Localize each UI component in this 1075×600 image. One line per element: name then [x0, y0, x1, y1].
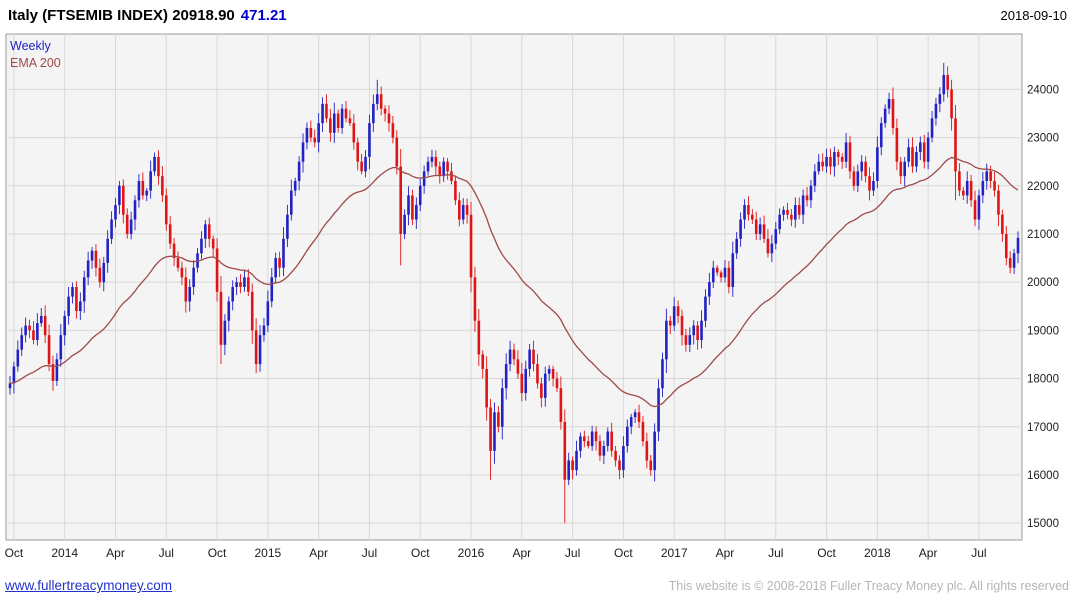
svg-text:2018: 2018	[864, 546, 891, 560]
price-change: 471.21	[240, 7, 287, 24]
svg-text:Oct: Oct	[614, 546, 633, 560]
svg-text:Oct: Oct	[817, 546, 836, 560]
svg-text:Jul: Jul	[971, 546, 986, 560]
svg-text:Apr: Apr	[919, 546, 938, 560]
chart-header: Italy (FTSEMIB INDEX) 20918.90 471.21 201…	[0, 0, 1075, 30]
svg-text:Oct: Oct	[208, 546, 227, 560]
legend-ema-200: EMA 200	[10, 56, 61, 70]
svg-text:Jul: Jul	[362, 546, 377, 560]
legend-weekly: Weekly	[10, 39, 51, 53]
svg-text:Jul: Jul	[768, 546, 783, 560]
svg-text:Apr: Apr	[309, 546, 328, 560]
chart-legend: Weekly EMA 200	[10, 38, 61, 72]
svg-text:Oct: Oct	[5, 546, 24, 560]
svg-text:Apr: Apr	[716, 546, 735, 560]
svg-text:Oct: Oct	[411, 546, 430, 560]
svg-text:23000: 23000	[1027, 133, 1059, 145]
svg-text:2016: 2016	[458, 546, 485, 560]
svg-text:20000: 20000	[1027, 277, 1059, 289]
svg-text:24000: 24000	[1027, 84, 1059, 96]
svg-text:2015: 2015	[255, 546, 282, 560]
svg-text:Apr: Apr	[512, 546, 531, 560]
svg-text:22000: 22000	[1027, 181, 1059, 193]
price-chart[interactable]: 15000 16000 17000 18000 19000 20000 21000 22000…	[0, 30, 1075, 565]
candlestick-chart[interactable]: 15000 16000 17000 18000 19000 20000 21000 22000…	[0, 30, 1075, 565]
last-price: 20918.90	[172, 7, 235, 24]
svg-text:16000: 16000	[1027, 470, 1059, 482]
svg-text:2014: 2014	[51, 546, 78, 560]
copyright-text: This website is © 2008-2018 Fuller Treac…	[668, 579, 1069, 593]
page-title: Italy (FTSEMIB INDEX) 20918.90 471.21	[8, 7, 287, 24]
svg-text:18000: 18000	[1027, 374, 1059, 386]
svg-text:2017: 2017	[661, 546, 688, 560]
chart-date: 2018-09-10	[1000, 8, 1068, 23]
svg-text:19000: 19000	[1027, 325, 1059, 337]
footer: www.fullertreacymoney.com This website i…	[0, 570, 1075, 600]
svg-text:15000: 15000	[1027, 518, 1059, 530]
svg-text:Jul: Jul	[159, 546, 174, 560]
instrument-name: Italy (FTSEMIB INDEX)	[8, 7, 169, 24]
svg-text:Apr: Apr	[106, 546, 125, 560]
svg-text:21000: 21000	[1027, 229, 1059, 241]
website-link[interactable]: www.fullertreacymoney.com	[5, 578, 173, 593]
svg-text:Jul: Jul	[565, 546, 580, 560]
svg-text:17000: 17000	[1027, 422, 1059, 434]
